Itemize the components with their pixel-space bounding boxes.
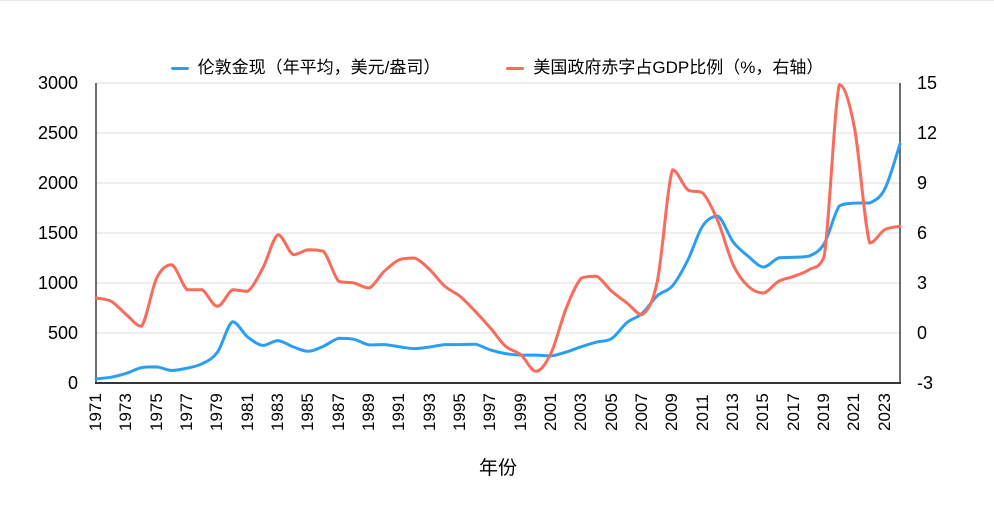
left-y-tick-label: 1500 [37,223,78,243]
x-tick-label: 1989 [359,393,379,431]
legend-item-deficit[interactable]: 美国政府赤字占GDP比例（%，右轴） [506,57,823,79]
x-tick-label: 2009 [662,393,682,431]
x-tick-label: 2019 [814,393,834,431]
left-y-tick-label: 0 [67,373,78,393]
right-y-tick-label: -3 [917,373,934,393]
x-tick-label: 2001 [541,393,561,431]
x-tick-label: 1995 [450,393,470,431]
x-tick-label: 1999 [510,393,530,431]
x-tick-label: 1991 [389,393,409,431]
right-y-tick-label: 0 [917,323,928,343]
legend-dash-deficit-icon [506,66,525,70]
x-tick-label: 2007 [632,393,652,431]
x-tick-label: 1977 [177,393,197,431]
x-tick-label: 1981 [237,393,257,431]
x-tick-label: 2005 [601,393,621,431]
legend-item-gold[interactable]: 伦敦金现（年平均，美元/盎司） [170,57,441,79]
x-tick-label: 1983 [268,393,288,431]
gold-price-line [94,142,902,381]
legend-label-gold: 伦敦金现（年平均，美元/盎司） [197,58,441,77]
x-tick-label: 1979 [207,393,227,431]
x-tick-label: 2015 [753,393,773,431]
legend-dash-gold-icon [170,66,189,70]
x-tick-label: 2013 [723,393,743,431]
right-y-tick-label: 9 [917,173,928,193]
legend-label-deficit: 美国政府赤字占GDP比例（%，右轴） [533,58,824,77]
x-tick-label: 2023 [874,393,894,431]
x-tick-label: 1985 [298,393,318,431]
x-tick-label: 2017 [783,393,803,431]
x-tick-label: 1973 [116,393,136,431]
x-tick-label: 2011 [692,394,712,431]
x-tick-label: 1971 [86,393,105,431]
left-y-tick-label: 500 [47,323,78,343]
right-y-tick-label: 12 [917,123,938,143]
x-tick-label: 1975 [146,393,166,431]
right-y-tick-label: 3 [917,273,928,293]
left-y-tick-label: 1000 [37,273,78,293]
x-tick-label: 1997 [480,393,500,431]
x-tick-label: 2003 [571,393,591,431]
x-axis-title: 年份 [478,458,517,479]
left-y-tick-label: 3000 [37,73,78,93]
chart-legend: 伦敦金现（年平均，美元/盎司） 美国政府赤字占GDP比例（%，右轴） [0,57,994,79]
right-y-tick-label: 6 [917,223,928,243]
x-tick-label: 1993 [419,393,439,431]
left-y-tick-label: 2000 [37,173,78,193]
right-y-tick-label: 15 [917,73,938,93]
x-tick-label: 1987 [328,393,348,431]
x-tick-label: 2021 [844,393,864,431]
left-y-tick-label: 2500 [37,123,78,143]
deficit-ratio-line [94,83,902,373]
